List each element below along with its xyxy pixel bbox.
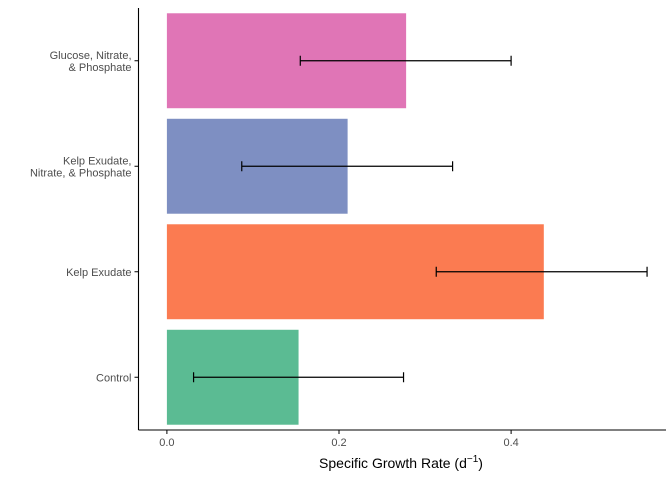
y-tick-label-2-line-1: Nitrate, & Phosphate: [30, 167, 132, 179]
y-tick-label-3-line-0: Glucose, Nitrate,: [50, 50, 132, 62]
x-axis-ticks: 0.0 0.2 0.4: [159, 430, 519, 449]
y-tick-label-0: Control: [96, 372, 131, 384]
x-axis-title-main: Specific Growth Rate (d: [319, 455, 467, 471]
x-axis-title-superscript: −1: [467, 454, 479, 465]
x-tick-label-0: 0.0: [159, 437, 174, 449]
x-axis-title-suffix: ): [478, 455, 483, 471]
y-tick-label-3-line-1: & Phosphate: [69, 62, 132, 74]
x-tick-label-2: 0.4: [503, 437, 518, 449]
y-tick-label-1-line-0: Kelp Exudate: [66, 267, 131, 279]
y-tick-label-2: Kelp Exudate, Nitrate, & Phosphate: [30, 155, 132, 179]
y-tick-label-0-line-0: Control: [96, 372, 131, 384]
y-tick-label-3: Glucose, Nitrate, & Phosphate: [50, 50, 132, 74]
y-axis-ticks: Control Kelp Exudate Kelp Exudate, Nitrate,…: [30, 50, 139, 384]
bars-layer: [166, 13, 544, 425]
y-tick-label-1: Kelp Exudate: [66, 267, 131, 279]
y-tick-label-2-line-0: Kelp Exudate,: [63, 155, 132, 167]
x-axis-title: Specific Growth Rate (d−1): [319, 454, 483, 471]
x-tick-label-1: 0.2: [331, 437, 346, 449]
error-bars-layer: [192, 55, 648, 383]
